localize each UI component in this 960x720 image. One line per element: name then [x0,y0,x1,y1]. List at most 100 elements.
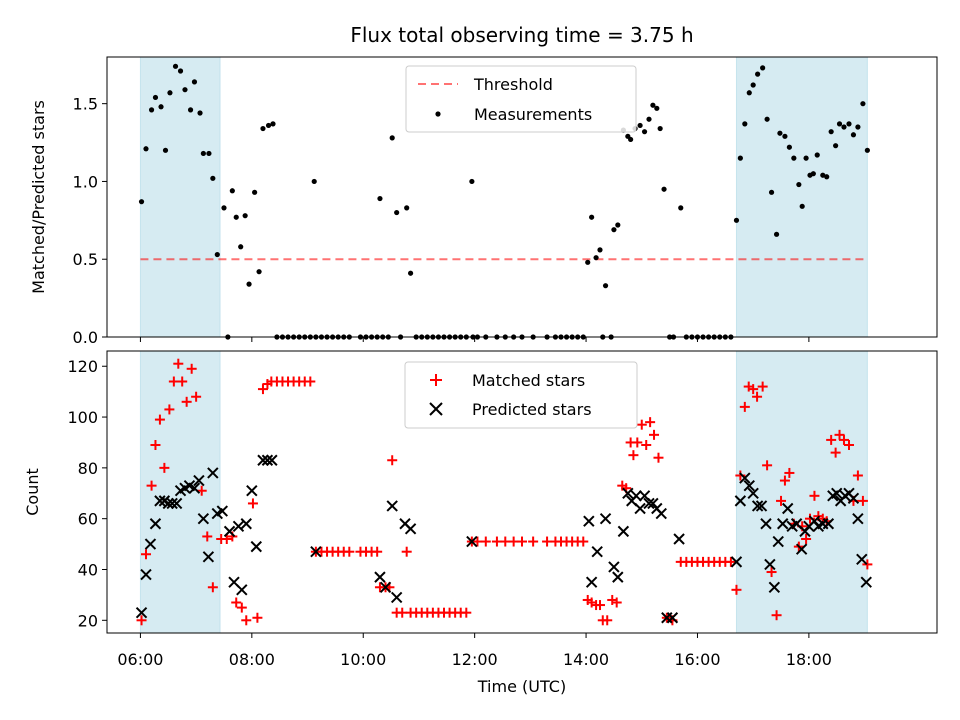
chart-title: Flux total observing time = 3.75 h [350,23,693,47]
predicted-star-point [847,492,860,505]
measurement-point [469,178,475,185]
measurement-point [850,132,857,138]
predicted-star-point [822,518,835,530]
matched-star-point [372,546,383,557]
ratio-legend-box [405,65,637,133]
predicted-star-point [751,500,764,512]
matched-star-point [735,470,746,481]
measurements-legend-label: Measurements [474,105,592,124]
y-tick-label: 40 [78,560,98,579]
predicted-star-point [776,518,789,530]
matched-star-point [809,490,820,501]
matched-star-point [826,434,837,445]
predicted-star-point [188,482,201,494]
matched-star-point [146,480,157,491]
matched-legend-swatch [430,374,442,386]
measurement-point [733,217,740,223]
x-tick-label: 10:00 [340,650,386,669]
predicted-star-point [250,540,262,553]
measurement-point [768,189,775,195]
predicted-star-point [831,487,843,499]
matched-star-point [344,546,355,557]
predicted-star-point [374,571,386,583]
measurement-point [187,107,194,113]
x-axis-label: Time (UTC) [477,677,566,696]
matched-star-point [762,460,773,471]
measurement-point [650,102,656,108]
matched-star-point [154,414,165,425]
predicted-star-point [622,487,634,499]
predicted-star-point [386,500,398,512]
threshold-legend-label: Threshold [473,75,553,94]
matched-star-point [852,470,863,481]
matched-star-point [186,363,197,374]
predicted-star-point [154,495,166,507]
measurement-point [737,155,743,161]
measurement-point [585,259,591,265]
count-legend-box [404,361,638,429]
predicted-star-point [379,581,392,593]
predicted-star-point [852,512,864,525]
y-tick-label: 120 [67,357,98,376]
matched-star-point [653,452,664,463]
matched-star-point [752,391,763,402]
matched-star-point [164,404,175,415]
predicted-star-point [734,495,747,507]
matched-star-point [305,376,316,387]
matched-star-point [191,391,202,402]
matched-star-point [528,536,539,547]
measurement-point [755,71,761,77]
measurement-point [394,209,400,216]
predicted-star-point [170,497,183,510]
predicted-star-point [135,606,148,619]
measurement-point [246,281,252,287]
x-tick-label: 08:00 [229,650,275,669]
predicted-star-point [795,543,808,555]
measurement-point [654,105,660,111]
predicted-star-point [760,518,772,530]
measurement-point [182,87,188,93]
ratio-panel: 0.0 0.5 1.0 1.5 Matched/Predicted stars Thr… [29,56,938,347]
measurement-point [407,270,414,276]
matched-star-point [500,536,511,547]
matched-star-point [649,429,660,440]
matched-star-point [725,556,736,567]
ratio-y-axis-label: Matched/Predicted stars [29,100,48,294]
measurements-legend-swatch [435,111,441,117]
measurement-point [221,205,227,211]
matched-star-point [632,437,643,448]
predicted-star-point [768,581,781,593]
matched-star-point [542,536,553,547]
predicted-star-point [730,556,743,568]
measurement-point [678,205,684,211]
matched-star-point [202,531,213,542]
matched-star-point [472,536,483,547]
measurement-point [760,65,766,71]
matched-star-point [491,536,502,547]
matched-star-point [748,384,759,395]
predicted-star-point [673,533,685,545]
ratio-panel-frame [106,56,938,338]
predicted-star-point [166,497,178,510]
matched-star-point [461,607,472,618]
measurement-point [864,147,870,153]
predicted-star-point [585,576,598,588]
measurement-point [214,251,220,258]
count-panel: 20 40 60 80 100 120 Count Matched stars Predi… [23,350,938,638]
matched-star-point [731,584,742,595]
measurement-point [799,203,805,209]
measurement-point [746,90,752,96]
matched-star-point [150,440,161,450]
predicted-star-point [140,568,152,581]
measurement-point [233,214,239,220]
x-axis-ticks: 06:00 08:00 10:00 12:00 14:00 16:00 18:00 [117,650,832,669]
matched-star-point [804,513,815,524]
measurement-point [158,104,164,110]
measurement-point [803,155,809,161]
predicted-star-point [764,558,776,571]
measurement-point [389,135,395,141]
measurement-point [661,186,667,192]
matched-star-point [221,534,232,544]
observing-interval-1 [735,350,868,634]
measurement-point [628,136,634,143]
